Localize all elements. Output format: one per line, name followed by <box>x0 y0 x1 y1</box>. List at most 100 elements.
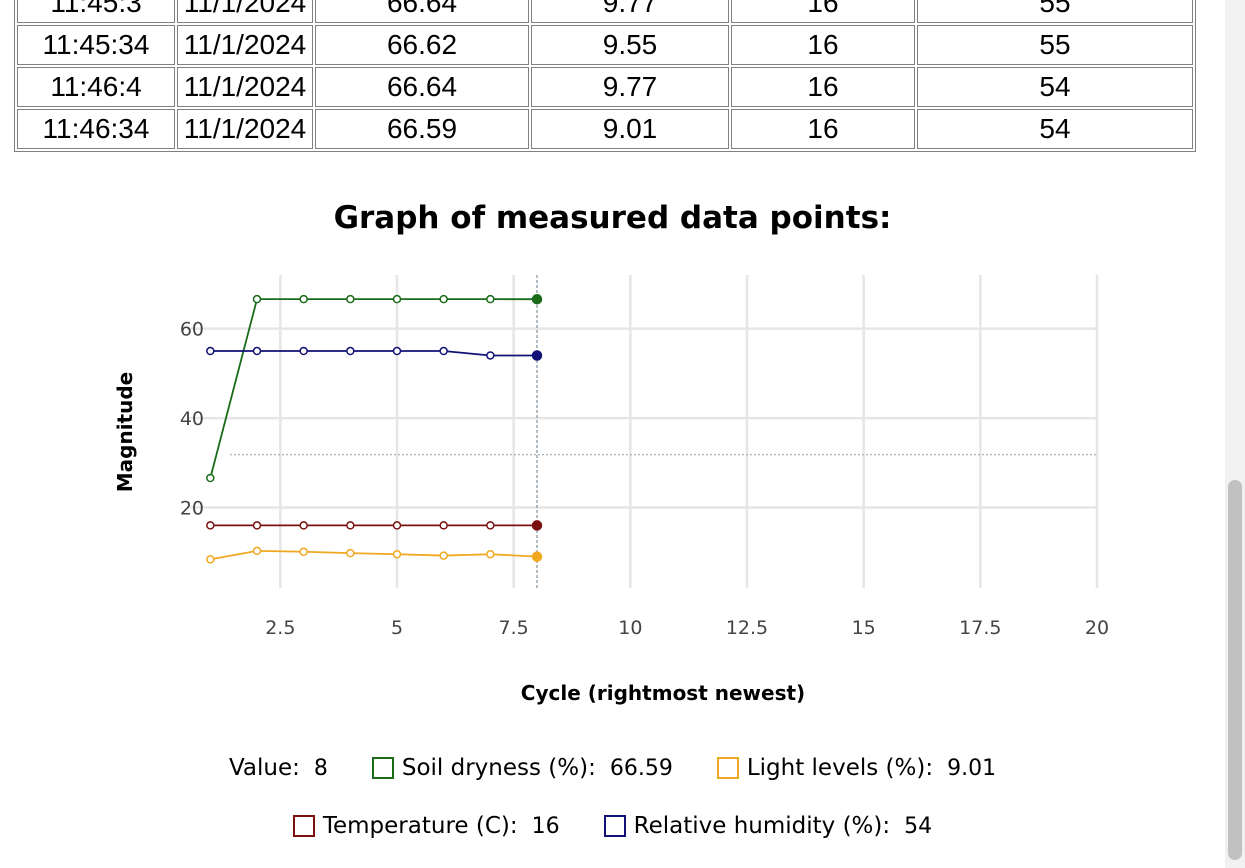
table-cell: 66.64 <box>315 0 529 23</box>
data-point <box>531 293 543 305</box>
table-row: 11:46:34 11/1/2024 66.59 9.01 16 54 <box>17 109 1193 149</box>
data-point <box>252 546 262 556</box>
table-cell: 16 <box>731 25 915 65</box>
data-point <box>392 346 402 356</box>
legend-item-value: 66.59 <box>609 755 673 781</box>
series-line <box>210 549 538 561</box>
x-tick-label: 20 <box>1085 617 1109 639</box>
legend-item-value: 16 <box>531 813 560 839</box>
y-tick-label: 40 <box>180 408 204 430</box>
data-point <box>252 294 262 304</box>
data-point <box>392 521 402 530</box>
x-tick-label: 17.5 <box>959 617 1001 639</box>
series-relative-humidity <box>206 346 543 361</box>
table-cell: 55 <box>917 25 1193 65</box>
data-point <box>346 521 355 530</box>
table-cell: 16 <box>731 109 915 149</box>
y-axis-label: Magnitude <box>113 372 137 493</box>
chart-title: Graph of measured data points: <box>333 200 892 236</box>
tick-labels: 2.5 5 7.5 10 12.5 15 17.5 20 20 40 60 <box>180 319 1109 639</box>
data-point <box>486 294 495 304</box>
table-cell: 66.59 <box>315 109 529 149</box>
table-cell: 66.62 <box>315 25 529 65</box>
legend-value: 8 <box>313 755 328 781</box>
table-cell: 54 <box>917 109 1193 149</box>
table-cell: 11:46:34 <box>17 109 175 149</box>
data-point <box>486 351 495 360</box>
x-tick-label: 5 <box>391 617 403 639</box>
y-tick-label: 20 <box>180 498 204 520</box>
table-row: 11:45:3 11/1/2024 66.64 9.77 16 55 <box>17 0 1193 23</box>
x-axis-label: Cycle (rightmost newest) <box>521 681 805 705</box>
data-point <box>299 346 308 356</box>
table-cell: 11/1/2024 <box>177 25 313 65</box>
table-body: 11:45:3 11/1/2024 66.64 9.77 16 55 11:45:34 11/… <box>17 0 1193 149</box>
grid <box>187 275 1099 588</box>
data-table: 11:45:3 11/1/2024 66.64 9.77 16 55 11:45:34 11/… <box>14 0 1196 152</box>
table-cell: 55 <box>917 0 1193 23</box>
legend-row-1: Value: 8 Soil dryness (%): 66.59 Light l… <box>0 755 1225 781</box>
x-tick-label: 7.5 <box>499 617 529 639</box>
data-point <box>206 555 215 564</box>
legend-item-value: 9.01 <box>947 755 997 781</box>
x-tick-label: 15 <box>852 617 876 639</box>
data-point <box>486 521 495 530</box>
data-point <box>346 294 355 304</box>
line-chart[interactable]: 2.5 5 7.5 10 12.5 15 17.5 20 20 40 60 Cycle (right… <box>0 0 1225 720</box>
table-row: 11:46:4 11/1/2024 66.64 9.77 16 54 <box>17 67 1193 107</box>
data-point <box>531 350 543 361</box>
data-point <box>439 521 448 530</box>
data-point <box>486 549 495 559</box>
data-point <box>346 548 355 558</box>
data-point <box>206 473 215 483</box>
legend-row-2: Temperature (C): 16 Relative humidity (%… <box>0 813 1225 839</box>
table-cell: 54 <box>917 67 1193 107</box>
x-tick-label: 10 <box>618 617 642 639</box>
scrollbar-thumb[interactable] <box>1228 480 1242 860</box>
data-point <box>531 551 543 562</box>
legend-item-light-levels[interactable]: Light levels (%): 9.01 <box>716 755 997 781</box>
series-line <box>210 350 537 357</box>
x-tick-label: 2.5 <box>265 617 295 639</box>
series <box>206 293 543 564</box>
series-soil-dryness <box>206 293 543 483</box>
table-cell: 9.01 <box>531 109 729 149</box>
data-point <box>252 521 262 530</box>
data-point <box>531 520 543 531</box>
legend-label: Light levels (%): <box>746 755 934 781</box>
table-cell: 11:45:34 <box>17 25 175 65</box>
legend-value-item: Value: 8 <box>229 755 328 781</box>
crosshair <box>230 275 1097 588</box>
data-point <box>392 549 402 559</box>
table-cell: 16 <box>731 67 915 107</box>
data-point <box>206 346 215 356</box>
data-point <box>392 294 402 304</box>
table-cell: 66.64 <box>315 67 529 107</box>
series-light-levels <box>206 546 543 564</box>
table-row: 11:45:34 11/1/2024 66.62 9.55 16 55 <box>17 25 1193 65</box>
table-cell: 11:45:3 <box>17 0 175 23</box>
data-point <box>346 346 355 356</box>
table-cell: 11/1/2024 <box>177 67 313 107</box>
table-cell: 11/1/2024 <box>177 109 313 149</box>
table-cell: 9.55 <box>531 25 729 65</box>
data-point <box>439 294 448 304</box>
legend-item-temperature[interactable]: Temperature (C): 16 <box>292 813 560 839</box>
legend-item-value: 54 <box>904 813 933 839</box>
light-levels-swatch <box>716 757 739 779</box>
table-cell: 11/1/2024 <box>177 0 313 23</box>
y-tick-label: 60 <box>180 319 204 341</box>
legend-item-soil-dryness[interactable]: Soil dryness (%): 66.59 <box>371 755 673 781</box>
soil-dryness-swatch <box>371 757 394 779</box>
legend-item-relative-humidity[interactable]: Relative humidity (%): 54 <box>603 813 933 839</box>
data-point <box>299 521 308 530</box>
data-point <box>206 521 215 530</box>
legend-label: Soil dryness (%): <box>401 755 596 781</box>
data-point <box>439 551 448 560</box>
series-line <box>209 298 538 479</box>
table-cell: 9.77 <box>531 0 729 23</box>
data-point <box>252 346 262 356</box>
table-cell: 9.77 <box>531 67 729 107</box>
table-cell: 16 <box>731 0 915 23</box>
legend-value-label: Value: <box>228 755 300 781</box>
